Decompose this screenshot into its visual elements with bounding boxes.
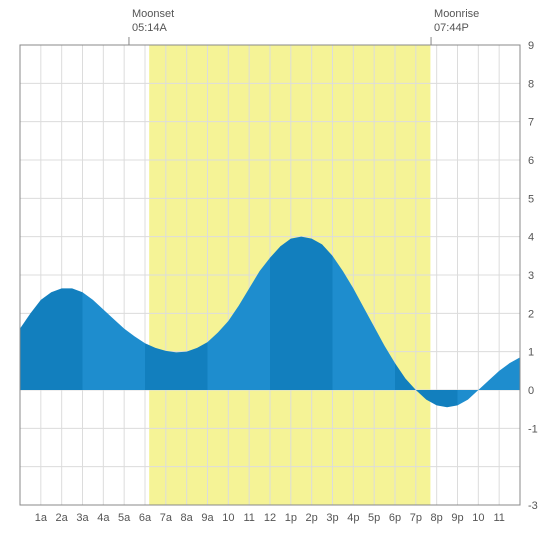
moonset-time: 05:14A [132,22,168,34]
x-tick-label: 3a [76,512,89,524]
x-tick-label: 1a [35,512,48,524]
y-tick-label: 0 [528,385,534,397]
moonset-title: Moonset [132,8,174,20]
y-tick-label: 1 [528,347,534,359]
y-tick-label: 7 [528,117,534,129]
x-tick-label: 9a [201,512,214,524]
x-tick-label: 5a [118,512,131,524]
x-tick-label: 6p [389,512,401,524]
tide-chart: -3-101234567891a2a3a4a5a6a7a8a9a1011121p… [0,0,550,550]
x-tick-label: 3p [326,512,338,524]
x-tick-label: 9p [451,512,463,524]
y-tick-label: 9 [528,40,534,52]
y-tick-label: 6 [528,155,534,167]
x-tick-label: 6a [139,512,152,524]
moonrise-time: 07:44P [434,22,469,34]
x-tick-label: 8p [431,512,443,524]
y-tick-label: -1 [528,423,538,435]
x-tick-label: 7a [160,512,173,524]
x-tick-label: 2p [306,512,318,524]
x-tick-label: 2a [56,512,69,524]
x-tick-label: 11 [493,512,504,524]
y-tick-label: 4 [528,232,534,244]
y-tick-label: 8 [528,78,534,90]
x-tick-label: 4a [97,512,110,524]
x-tick-label: 4p [347,512,359,524]
x-tick-label: 11 [243,512,254,524]
y-tick-label: 2 [528,308,534,320]
chart-svg: -3-101234567891a2a3a4a5a6a7a8a9a1011121p… [0,0,550,550]
x-tick-label: 1p [285,512,297,524]
x-tick-label: 10 [222,512,234,524]
x-tick-label: 12 [264,512,276,524]
moonrise-title: Moonrise [434,8,479,20]
x-tick-label: 10 [472,512,484,524]
y-tick-label: 3 [528,270,534,282]
x-tick-label: 7p [410,512,422,524]
y-tick-label: -3 [528,500,538,512]
x-tick-label: 8a [181,512,194,524]
x-tick-label: 5p [368,512,380,524]
y-tick-label: 5 [528,193,534,205]
